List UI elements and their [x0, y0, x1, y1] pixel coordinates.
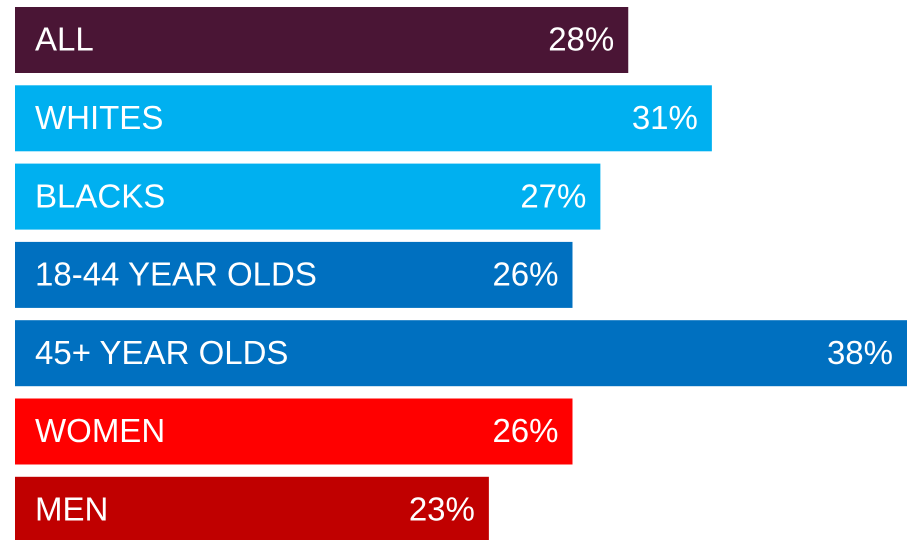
value-label: 26%: [492, 412, 558, 449]
value-label: 23%: [409, 491, 475, 528]
bar: [15, 85, 712, 152]
category-label: 18-44 YEAR OLDS: [35, 256, 317, 293]
category-label: WHITES: [35, 99, 163, 136]
value-label: 31%: [632, 99, 698, 136]
category-label: WOMEN: [35, 412, 165, 449]
value-label: 28%: [548, 21, 614, 58]
category-label: ALL: [35, 21, 94, 58]
bar: [15, 320, 907, 387]
value-label: 38%: [827, 334, 893, 371]
bar: [15, 398, 573, 465]
category-label: BLACKS: [35, 177, 165, 214]
category-label: MEN: [35, 491, 108, 528]
bar: [15, 163, 601, 230]
category-label: 45+ YEAR OLDS: [35, 334, 288, 371]
value-label: 26%: [492, 256, 558, 293]
bar: [15, 241, 573, 308]
bar: [15, 476, 489, 540]
value-label: 27%: [520, 177, 586, 214]
bar: [15, 7, 629, 73]
